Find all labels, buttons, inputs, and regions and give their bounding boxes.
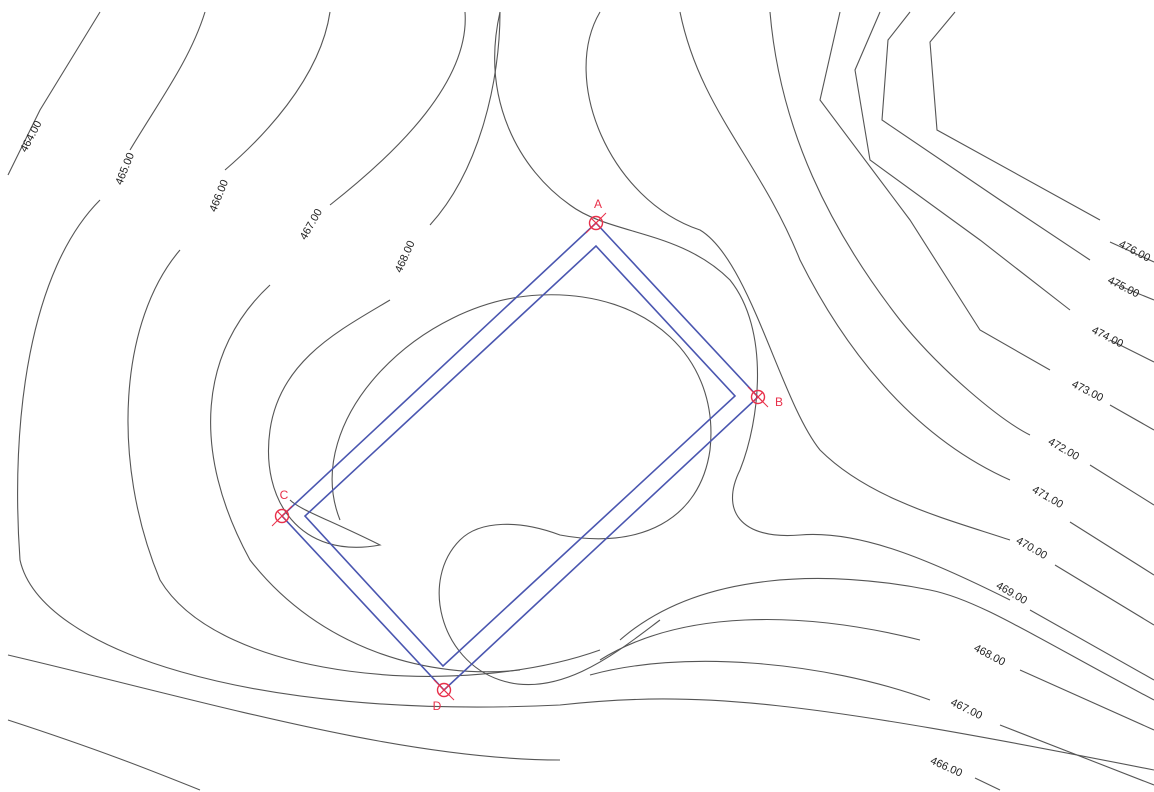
contour-472 [769,11,1031,436]
contour-label-474: 474.00 [1090,324,1125,350]
contour-467-upper [329,11,466,206]
point-label-b: B [775,395,783,409]
contour-label-466-lower: 466.00 [928,755,964,780]
contour-tail-471 [1069,521,1154,576]
contour-label-466: 466.00 [207,178,231,214]
contour-465 [127,249,601,677]
contour-tail-472 [1089,464,1154,506]
contour-tail-474 [1109,339,1154,363]
contour-label-464: 464.00 [18,119,44,154]
contour-label-476: 476.00 [1117,238,1152,264]
contour-465-upper [129,11,206,151]
contour-mid-loop [494,11,1011,601]
contour-466-lower [7,654,561,761]
contour-tail-467 [999,724,1154,786]
point-label-d: D [433,699,442,713]
contour-label-473: 473.00 [1070,378,1105,404]
point-b-marker [747,386,769,408]
point-label-a: A [594,197,602,211]
contour-467 [268,299,391,548]
contour-468-loop [331,294,712,686]
contour-468-upper [429,11,501,226]
contour-label-468-lower: 468.00 [972,642,1007,668]
contour-label-470: 470.00 [1014,535,1049,562]
contour-tail-475 [1109,281,1154,301]
contour-464-upper [7,11,101,176]
point-a-marker [585,212,607,234]
point-d-marker [433,679,455,701]
contour-tail-469 [1029,609,1154,681]
contour-label-468-upper: 468.00 [393,239,418,275]
contour-476 [929,11,1101,221]
contour-tail-470 [1054,564,1154,626]
contour-468-lower [599,619,921,661]
contour-label-471: 471.00 [1030,484,1065,511]
contour-tail-466 [974,777,1001,791]
point-c-marker [271,505,293,527]
contour-tail-468 [1019,669,1154,731]
contour-label-469: 469.00 [994,580,1029,607]
contour-470 [585,11,1011,541]
contour-lines [7,11,1154,791]
contour-475 [881,11,1091,261]
pad-inner [303,244,737,668]
contour-labels: 464.00 465.00 466.00 467.00 468.00 476.0… [18,119,1152,780]
point-label-c: C [280,488,289,502]
contour-466 [210,284,521,673]
contour-471 [679,11,1011,481]
contour-label-465: 465.00 [113,151,137,187]
contour-465-lower [7,719,201,791]
contour-464 [17,199,1154,771]
contour-tail-476 [1109,241,1154,263]
contour-tail-473 [1109,404,1154,431]
contour-label-467: 467.00 [298,207,325,242]
contour-467-lower [589,660,931,701]
building-pad [280,221,760,692]
contour-474 [854,11,1071,311]
contour-label-472: 472.00 [1046,436,1081,463]
contour-466-upper [224,11,331,171]
contour-label-467-lower: 467.00 [949,697,985,723]
pad-outer [280,221,760,692]
survey-points: A B C D [271,197,783,713]
contour-473 [819,11,1051,371]
contour-label-475: 475.00 [1106,274,1141,300]
contour-469-lower [619,577,1154,701]
